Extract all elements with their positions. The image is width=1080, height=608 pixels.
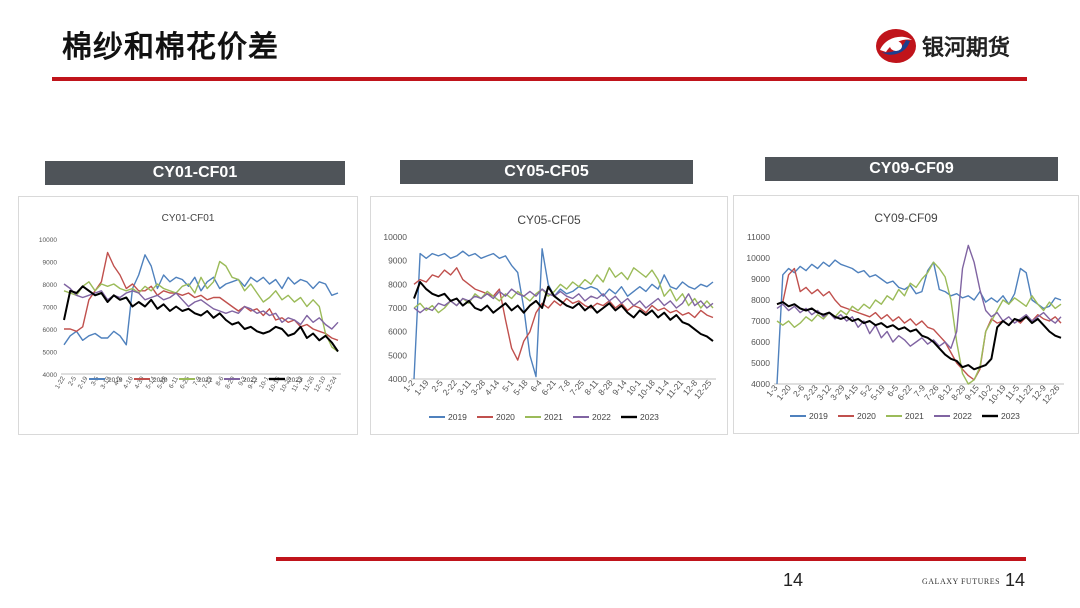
x-tick-label: 8-20 (224, 375, 237, 390)
y-tick-label: 5000 (388, 350, 407, 360)
x-tick-label: 4-16 (122, 375, 135, 390)
legend-label-2022: 2022 (953, 411, 972, 421)
series-line-2023 (413, 281, 714, 342)
chart-title: CY05-CF05 (517, 213, 581, 227)
y-tick-label: 9000 (751, 274, 770, 284)
page-number: 14 (783, 570, 804, 590)
chart-svg-cy01: CY01-CF01100009000800070006000500040001-… (39, 213, 341, 393)
chart-title: CY09-CF09 (874, 211, 938, 225)
chart-cy01-cf01: CY01-CF01 10000 9000 8000 7000 6000 5000 4000 1-… (18, 196, 358, 435)
legend-label-2022: 2022 (592, 412, 611, 422)
x-tick-label: 2-5 (67, 375, 78, 387)
logo-text: 银河期货 (922, 36, 1011, 61)
series-line-2022 (413, 288, 714, 314)
y-tick-label: 10000 (39, 237, 57, 244)
y-tick-label: 10000 (746, 253, 770, 263)
chart-title: CY01-CF01 (162, 213, 215, 224)
y-tick-label: 11000 (747, 232, 770, 242)
chart-cy09-cf09: CY09-CF09 11000 10000 9000 8000 7000 6000 5000 4… (733, 195, 1079, 434)
series-line-2020 (64, 251, 339, 341)
chart-cy05-cf05: CY05-CF05 10000 9000 8000 7000 6000 5000 4000 1-… (370, 196, 728, 435)
x-tick-label: 12-24 (324, 375, 339, 393)
y-tick-label: 9000 (388, 256, 407, 266)
x-tick-label: 9-3 (237, 375, 248, 387)
series-line-2021 (413, 267, 714, 314)
x-tick-label: 4-2 (113, 375, 124, 387)
y-tick-label: 5000 (43, 350, 58, 357)
legend-label-2022: 2022 (243, 377, 258, 384)
y-tick-label: 7000 (43, 305, 58, 312)
x-tick-label: 2-19 (77, 375, 90, 390)
legend-label-2019: 2019 (448, 412, 467, 422)
legend-label-2023: 2023 (640, 412, 659, 422)
y-tick-label: 6000 (43, 327, 58, 334)
legend-label-2020: 2020 (496, 412, 515, 422)
y-tick-label: 8000 (751, 295, 770, 305)
y-tick-label: 4000 (43, 372, 58, 379)
series-line-2019 (63, 254, 339, 346)
y-tick-label: 10000 (383, 232, 407, 242)
y-tick-label: 6000 (388, 327, 407, 337)
y-tick-label: 8000 (43, 282, 58, 289)
footer-page-number: 14 (1005, 570, 1026, 590)
series-line-2019 (776, 259, 1062, 385)
series-line-2021 (776, 261, 1062, 385)
panel-header-cy09: CY09-CF09 (765, 157, 1058, 181)
x-tick-label: 6-25 (179, 375, 192, 390)
x-tick-label: 4-30 (133, 375, 146, 390)
legend-label-2021: 2021 (905, 411, 924, 421)
chart-svg-cy09: CY09-CF09 11000 10000 9000 8000 7000 6000 5000 4… (746, 211, 1064, 421)
legend-label-2019: 2019 (809, 411, 828, 421)
y-tick-label: 4000 (388, 374, 407, 384)
panel-header-cy05: CY05-CF05 (400, 160, 693, 184)
legend-label-2023: 2023 (1001, 411, 1020, 421)
footer-brand: GALAXY FUTURES (922, 577, 1001, 586)
y-tick-label: 8000 (388, 279, 407, 289)
y-tick-label: 6000 (751, 337, 770, 347)
x-tick-label: 8-6 (215, 375, 226, 387)
y-tick-label: 9000 (43, 260, 58, 267)
series-line-2023 (776, 301, 1062, 371)
series-line-2022 (776, 244, 1062, 350)
legend-label-2020: 2020 (153, 377, 168, 384)
x-tick-label: 7-9 (192, 375, 203, 387)
y-tick-label: 5000 (751, 358, 770, 368)
galaxy-swirl-icon (876, 29, 916, 63)
chart-svg-cy05: CY05-CF05100009000800070006000500040001-… (383, 213, 716, 422)
legend-label-2021: 2021 (544, 412, 563, 422)
series-line-2020 (776, 267, 1062, 381)
legend-label-2020: 2020 (857, 411, 876, 421)
legend-label-2019: 2019 (108, 377, 123, 384)
legend-label-2023: 2023 (288, 377, 303, 384)
slide-title: 棉纱和棉花价差 (62, 30, 279, 65)
x-tick-label: 3-5 (90, 375, 101, 387)
series-line-2019 (413, 248, 714, 380)
header-divider (52, 77, 1027, 81)
company-logo: 银河期货 (874, 26, 1034, 66)
legend-label-2021: 2021 (198, 377, 213, 384)
y-tick-label: 7000 (751, 316, 770, 326)
footer-divider (276, 557, 1026, 561)
series-line-2021 (63, 260, 339, 353)
panel-header-cy01: CY01-CF01 (45, 161, 345, 185)
y-tick-label: 4000 (751, 379, 770, 389)
y-tick-label: 7000 (388, 303, 407, 313)
series-line-2023 (63, 285, 339, 353)
